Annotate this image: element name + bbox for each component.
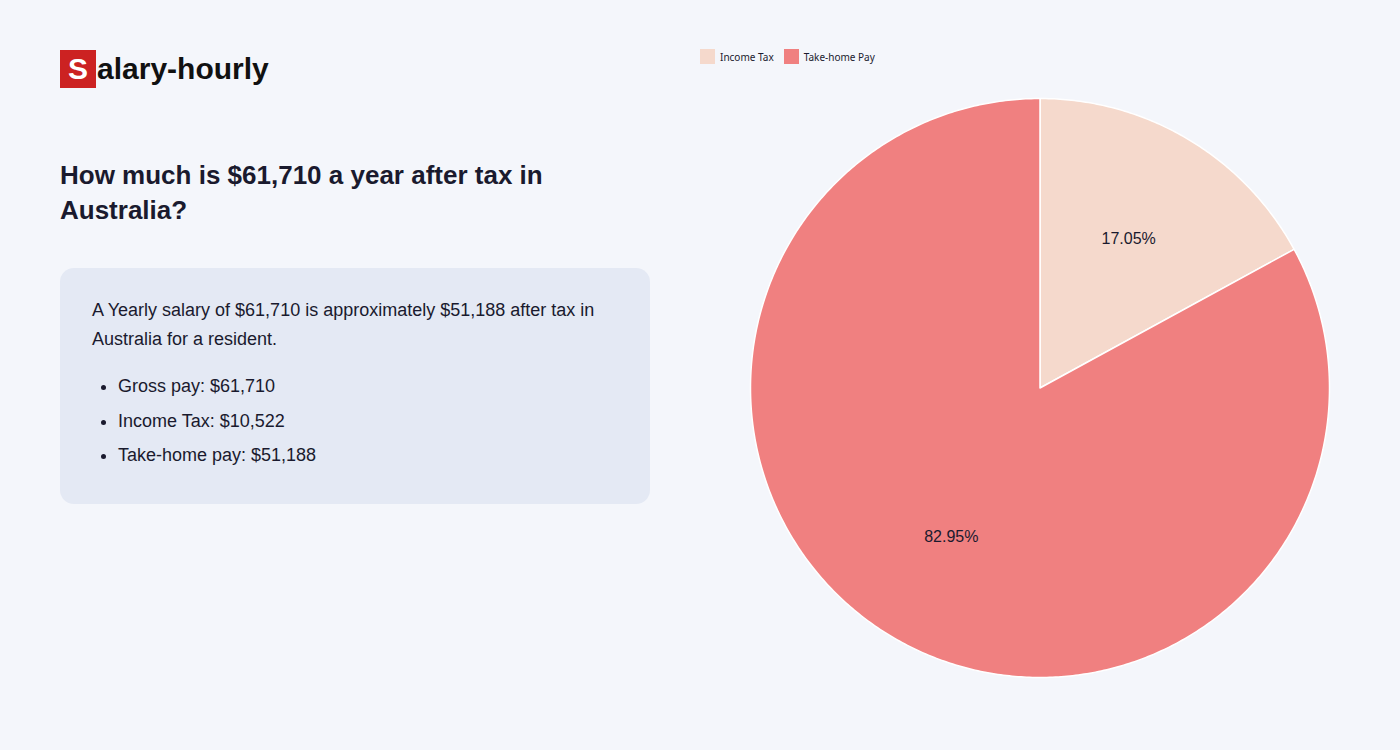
svg-text:82.95%: 82.95% — [924, 528, 978, 545]
html-text:A Yearly salary of $61,710 is: A Yearly salary of $61,710 is approximat… — [92, 300, 595, 349]
html-text:Take-home Pay: Take-home Pay — [803, 49, 875, 64]
svg-text:17.05%: 17.05% — [1102, 230, 1156, 247]
html-text:Income Tax: $10,522: Income Tax: $10,522 — [118, 410, 285, 431]
html-text:Take-home pay: $51,188: Take-home pay: $51,188 — [118, 445, 317, 466]
html-text:S alary-hourly: S alary-hourly — [68, 52, 269, 85]
html-text:How much is $61,710 a year aft: How much is $61,710 a year after tax in … — [60, 160, 543, 226]
html-text:Income Tax: Income Tax — [720, 49, 774, 64]
html-text:Gross pay: $61,710: Gross pay: $61,710 — [118, 375, 276, 396]
